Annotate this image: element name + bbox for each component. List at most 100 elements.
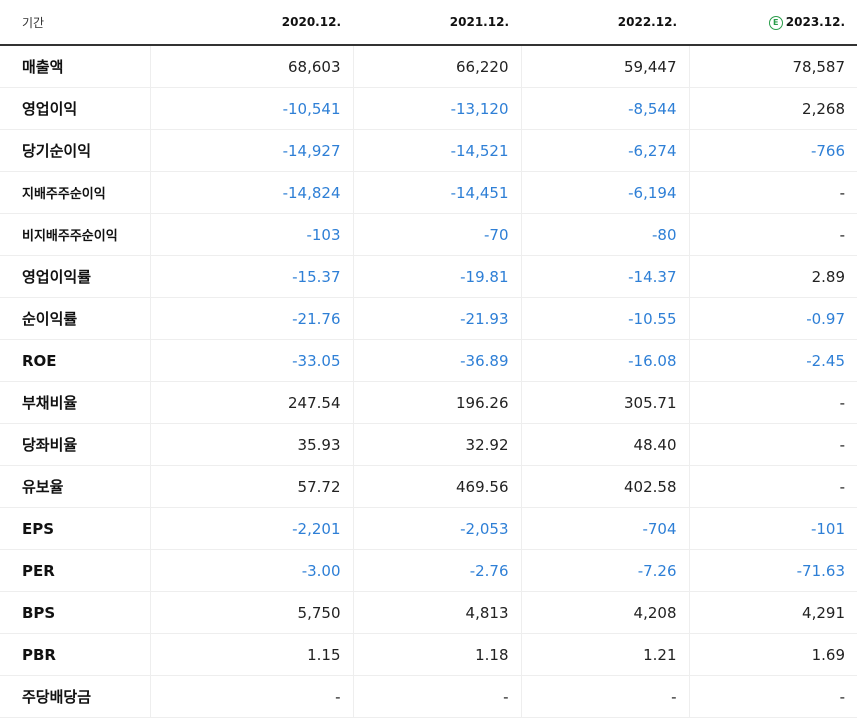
value-cell: -0.97 — [688, 297, 857, 340]
value-cell: 1.18 — [352, 633, 521, 676]
table-row: 비지배주주순이익 -103 -70 -80- — [0, 213, 857, 256]
year-header: 2020.12. — [150, 0, 353, 46]
value-cell: 196.26 — [352, 381, 521, 424]
value-cell: -2.45 — [688, 339, 857, 382]
value-cell: -13,120 — [352, 87, 521, 130]
value-cell: - — [688, 423, 857, 466]
value-cell: -14,927 — [149, 129, 353, 172]
value-cell: -70 — [352, 213, 521, 256]
value-cell: -6,274 — [520, 129, 689, 172]
value-cell: - — [520, 675, 689, 718]
value-cell: -766 — [688, 129, 857, 172]
value-cell: -8,544 — [520, 87, 689, 130]
value-cell: -101 — [688, 507, 857, 550]
value-cell: -14.37 — [520, 255, 689, 298]
row-label: 지배주주순이익 — [0, 171, 150, 214]
value-cell: -6,194 — [520, 171, 689, 214]
table-row: PER -3.00 -2.76 -7.26 -71.63 — [0, 549, 857, 592]
row-label: BPS — [0, 591, 150, 634]
value-cell: 35.93 — [149, 423, 353, 466]
row-label: PER — [0, 549, 150, 592]
row-label: 주당배당금 — [0, 675, 150, 718]
period-header: 기간 — [0, 0, 150, 46]
value-cell: -71.63 — [688, 549, 857, 592]
value-cell: - — [688, 171, 857, 214]
value-cell: - — [688, 465, 857, 508]
estimate-icon: E — [768, 15, 783, 30]
value-cell: 2.89 — [688, 255, 857, 298]
year-header-estimate: E 2023.12. — [689, 0, 857, 46]
table-row: 매출액 68,603 66,220 59,447 78,587 — [0, 45, 857, 88]
value-cell: 66,220 — [352, 45, 521, 88]
value-cell: -7.26 — [520, 549, 689, 592]
row-label: 당좌비율 — [0, 423, 150, 466]
row-label: 유보율 — [0, 465, 150, 508]
value-cell: -103 — [149, 213, 353, 256]
table-row: ROE -33.05 -36.89 -16.08 -2.45 — [0, 339, 857, 382]
value-cell: -36.89 — [352, 339, 521, 382]
row-label: 매출액 — [0, 45, 150, 88]
value-cell: -14,451 — [352, 171, 521, 214]
table-row: BPS 5,750 4,813 4,208 4,291 — [0, 591, 857, 634]
value-cell: 78,587 — [688, 45, 857, 88]
value-cell: - — [688, 675, 857, 718]
table-row: 순이익률 -21.76 -21.93 -10.55 -0.97 — [0, 297, 857, 340]
value-cell: -2,053 — [352, 507, 521, 550]
row-label: 비지배주주순이익 — [0, 213, 150, 256]
row-label: 부채비율 — [0, 381, 150, 424]
value-cell: - — [149, 675, 353, 718]
value-cell: 68,603 — [149, 45, 353, 88]
value-cell: -10,541 — [149, 87, 353, 130]
table-row: PBR 1.15 1.18 1.21 1.69 — [0, 633, 857, 676]
table-row: 주당배당금 - - - - — [0, 675, 857, 718]
row-label: PBR — [0, 633, 150, 676]
value-cell: 402.58 — [520, 465, 689, 508]
table-row: 부채비율 247.54 196.26 305.71- — [0, 381, 857, 424]
value-cell: -2.76 — [352, 549, 521, 592]
value-cell: -80 — [520, 213, 689, 256]
value-cell: 59,447 — [520, 45, 689, 88]
value-cell: - — [688, 213, 857, 256]
value-cell: 4,208 — [520, 591, 689, 634]
value-cell: 1.15 — [149, 633, 353, 676]
value-cell: -21.76 — [149, 297, 353, 340]
value-cell: 48.40 — [520, 423, 689, 466]
value-cell: -19.81 — [352, 255, 521, 298]
value-cell: -3.00 — [149, 549, 353, 592]
year-header: 2021.12. — [353, 0, 521, 46]
value-cell: -704 — [520, 507, 689, 550]
table-row: 영업이익률 -15.37 -19.81 -14.37 2.89 — [0, 255, 857, 298]
value-cell: 57.72 — [149, 465, 353, 508]
value-cell: -14,521 — [352, 129, 521, 172]
year-header: 2022.12. — [521, 0, 689, 46]
row-label: 영업이익 — [0, 87, 150, 130]
value-cell: - — [688, 381, 857, 424]
table-row: 영업이익 -10,541 -13,120 -8,544 2,268 — [0, 87, 857, 130]
value-cell: 469.56 — [352, 465, 521, 508]
value-cell: 5,750 — [149, 591, 353, 634]
value-cell: 32.92 — [352, 423, 521, 466]
value-cell: 247.54 — [149, 381, 353, 424]
table-row: EPS -2,201 -2,053 -704 -101 — [0, 507, 857, 550]
row-label: EPS — [0, 507, 150, 550]
table-row: 당좌비율 35.93 32.92 48.40- — [0, 423, 857, 466]
value-cell: - — [352, 675, 521, 718]
value-cell: 4,291 — [688, 591, 857, 634]
value-cell: -15.37 — [149, 255, 353, 298]
row-label: ROE — [0, 339, 150, 382]
table-row: 유보율 57.72 469.56 402.58- — [0, 465, 857, 508]
year-header-label: 2023.12. — [785, 14, 845, 29]
value-cell: -14,824 — [149, 171, 353, 214]
value-cell: 1.21 — [520, 633, 689, 676]
value-cell: 2,268 — [688, 87, 857, 130]
value-cell: 1.69 — [688, 633, 857, 676]
value-cell: -16.08 — [520, 339, 689, 382]
table-row: 지배주주순이익 -14,824 -14,451 -6,194- — [0, 171, 857, 214]
row-label: 영업이익률 — [0, 255, 150, 298]
value-cell: 305.71 — [520, 381, 689, 424]
value-cell: -10.55 — [520, 297, 689, 340]
value-cell: 4,813 — [352, 591, 521, 634]
row-label: 순이익률 — [0, 297, 150, 340]
value-cell: -33.05 — [149, 339, 353, 382]
